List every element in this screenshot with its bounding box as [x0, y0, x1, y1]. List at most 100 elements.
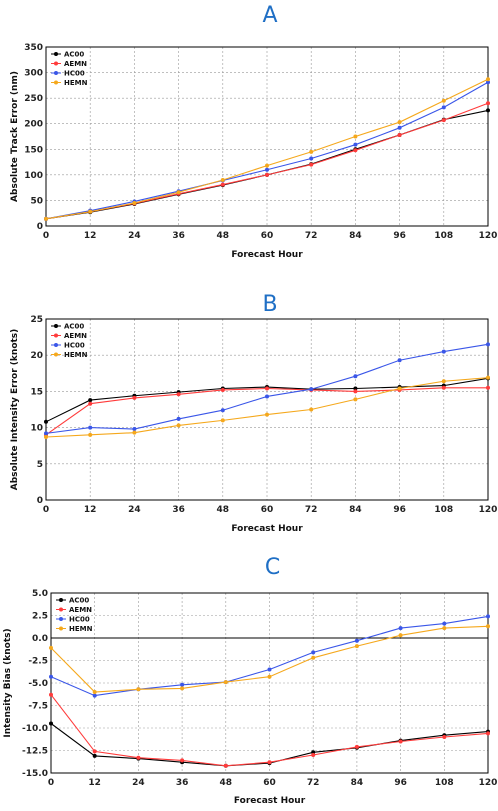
data-point	[88, 432, 93, 437]
data-point	[353, 386, 358, 391]
data-point	[486, 77, 490, 82]
y-axis-label: Absolute Intensity Error (knots)	[10, 329, 20, 491]
legend-label: AEMN	[64, 332, 87, 340]
data-point	[353, 142, 358, 147]
data-point	[88, 401, 93, 406]
data-point	[441, 118, 446, 123]
data-point	[309, 162, 314, 167]
data-point	[136, 755, 141, 760]
data-point	[442, 735, 447, 739]
data-point	[486, 614, 490, 619]
data-point	[397, 358, 402, 363]
data-point	[353, 397, 358, 402]
data-point	[88, 398, 93, 403]
legend-label: AEMN	[69, 606, 92, 614]
plot-frame	[45, 46, 489, 227]
data-point	[353, 148, 358, 153]
data-point	[49, 692, 53, 697]
x-tick-label: 108	[435, 778, 454, 788]
data-point	[176, 392, 181, 397]
y-tick-label: 50	[30, 196, 43, 206]
x-tick-label: 36	[172, 231, 185, 241]
legend-label: HC00	[64, 342, 85, 350]
y-tick-label: 25	[30, 315, 43, 325]
data-point	[49, 721, 53, 726]
data-point	[44, 216, 48, 221]
data-point	[44, 435, 48, 440]
y-axis-label: Intensity Bias (knots)	[3, 628, 13, 737]
legend-label: AC00	[64, 51, 84, 59]
data-point	[486, 101, 490, 106]
data-point	[136, 687, 141, 692]
data-point	[220, 182, 225, 187]
legend-label: HEMN	[64, 79, 88, 87]
x-axis-label: Forecast Hour	[231, 250, 303, 260]
y-tick-label: 5.0	[32, 589, 48, 599]
y-tick-label: 300	[24, 69, 43, 79]
data-point	[309, 407, 314, 412]
y-tick-label: 5	[37, 460, 43, 470]
panel-title: C	[265, 555, 280, 580]
series-hemn	[44, 77, 490, 221]
legend-swatch-marker	[54, 61, 58, 66]
y-tick-label: 0	[37, 496, 43, 506]
data-point	[398, 633, 403, 638]
legend-label: HC00	[69, 616, 90, 624]
plot-frame	[50, 592, 489, 774]
legend-swatch-marker	[54, 324, 58, 328]
x-tick-label: 72	[305, 505, 318, 515]
data-point	[397, 132, 402, 137]
data-point	[442, 621, 447, 626]
series-line-hc00	[45, 81, 489, 220]
series-aemn	[49, 692, 490, 768]
data-point	[92, 753, 97, 758]
x-tick-label: 120	[479, 778, 498, 788]
data-point	[132, 200, 137, 205]
data-point	[486, 731, 490, 736]
data-point	[267, 667, 272, 672]
panel-b: B 0 12 24 36 48 60 72 84 96 108 120 0 5 10 15 20 25 AC00AE…	[10, 292, 497, 534]
data-point	[486, 375, 490, 380]
legend-label: AC00	[69, 597, 89, 605]
data-point	[309, 149, 314, 154]
data-point	[267, 760, 272, 765]
data-point	[223, 680, 228, 685]
legend-swatch-marker	[59, 626, 63, 631]
data-point	[49, 674, 53, 679]
x-tick-label: 24	[128, 505, 141, 515]
legend-swatch-marker	[54, 352, 58, 357]
data-point	[267, 674, 272, 679]
x-tick-label: 60	[261, 505, 274, 515]
data-point	[220, 408, 225, 413]
x-tick-label: 48	[217, 231, 230, 241]
x-tick-label: 36	[172, 505, 185, 515]
y-tick-label: 10	[30, 424, 43, 434]
x-tick-label: 72	[307, 778, 320, 788]
y-tick-label: 200	[24, 120, 43, 130]
x-tick-label: 120	[479, 231, 498, 241]
data-point	[354, 744, 359, 749]
data-point	[441, 98, 446, 103]
y-tick-label: -5.0	[28, 679, 48, 689]
data-point	[265, 172, 269, 177]
legend-swatch-marker	[54, 343, 58, 347]
data-point	[397, 125, 402, 130]
data-point	[441, 105, 446, 110]
y-tick-label: 150	[24, 145, 43, 155]
data-point	[88, 209, 93, 214]
data-point	[353, 134, 358, 139]
x-tick-label: 96	[393, 505, 406, 515]
x-tick-label: 84	[349, 505, 362, 515]
data-point	[354, 644, 359, 649]
data-point	[265, 167, 269, 172]
legend-label: HC00	[64, 70, 85, 78]
data-point	[265, 412, 269, 417]
data-point	[92, 690, 97, 694]
x-tick-label: 0	[43, 505, 49, 515]
data-point	[309, 387, 314, 392]
series-hc00	[44, 342, 490, 436]
